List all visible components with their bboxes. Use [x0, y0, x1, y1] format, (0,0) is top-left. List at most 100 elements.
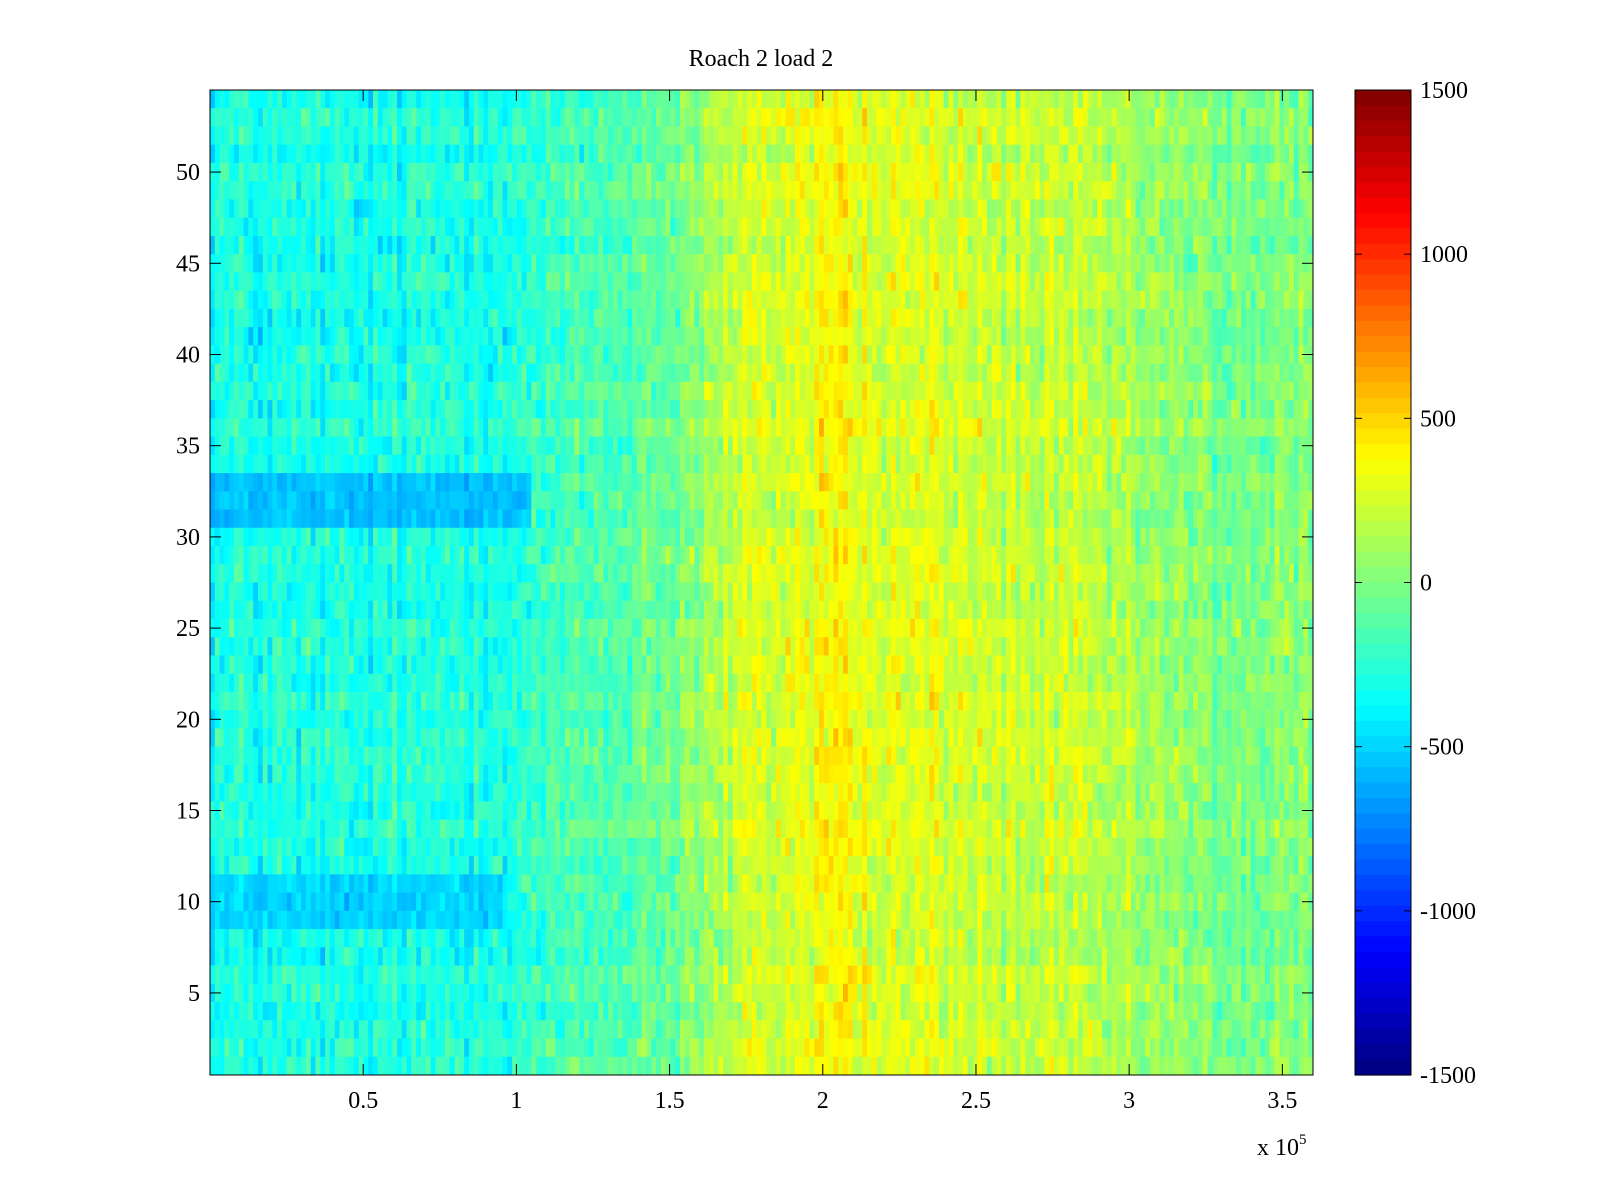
heatmap-cell	[910, 181, 916, 201]
heatmap-cell	[301, 235, 307, 255]
heatmap-cell	[694, 144, 700, 164]
heatmap-cell	[713, 144, 719, 164]
heatmap-cell	[747, 345, 753, 365]
heatmap-cell	[1197, 217, 1204, 237]
heatmap-cell	[277, 436, 283, 456]
heatmap-cell	[291, 90, 297, 109]
heatmap-cell	[421, 381, 427, 401]
heatmap-cell	[329, 418, 336, 438]
heatmap-cell	[679, 108, 686, 128]
heatmap-cell	[492, 400, 499, 419]
heatmap-cell	[373, 363, 379, 383]
heatmap-cell	[819, 454, 825, 474]
heatmap-cell	[919, 217, 926, 237]
heatmap-cell	[646, 436, 652, 456]
heatmap-cell	[411, 108, 417, 128]
heatmap-cell	[751, 254, 758, 274]
heatmap-cell	[1125, 272, 1132, 292]
heatmap-cell	[833, 436, 839, 456]
heatmap-cell	[329, 235, 336, 255]
heatmap-cell	[843, 290, 849, 310]
heatmap-cell	[833, 162, 839, 182]
heatmap-cell	[775, 290, 782, 310]
heatmap-cell	[512, 473, 518, 492]
heatmap-cell	[1202, 418, 1209, 438]
heatmap-cell	[272, 144, 278, 164]
heatmap-cell	[1034, 454, 1041, 474]
heatmap-cell	[1049, 436, 1055, 456]
heatmap-cell	[598, 327, 604, 346]
heatmap-cell	[1063, 108, 1070, 128]
heatmap-cell	[1164, 400, 1170, 419]
heatmap-cell	[679, 308, 686, 328]
heatmap-cell	[905, 345, 911, 365]
heatmap-cell	[1121, 108, 1127, 128]
heatmap-cell	[656, 400, 662, 419]
heatmap-cell	[358, 235, 365, 255]
heatmap-cell	[435, 473, 441, 492]
heatmap-cell	[977, 436, 983, 456]
heatmap-cell	[651, 162, 657, 182]
heatmap-cell	[862, 235, 868, 255]
heatmap-cell	[1293, 254, 1300, 274]
heatmap-cell	[785, 217, 791, 237]
heatmap-cell	[291, 290, 297, 310]
heatmap-cell	[636, 144, 643, 164]
heatmap-cell	[938, 254, 945, 274]
heatmap-cell	[1130, 254, 1137, 274]
heatmap-cell	[876, 235, 882, 255]
heatmap-cell	[444, 217, 451, 237]
heatmap-cell	[967, 235, 974, 255]
heatmap-cell	[646, 181, 652, 201]
heatmap-cell	[881, 199, 887, 219]
heatmap-cell	[210, 363, 216, 383]
heatmap-cell	[1178, 327, 1185, 346]
heatmap-cell	[747, 473, 753, 492]
heatmap-cell	[1226, 345, 1233, 365]
heatmap-cell	[1159, 217, 1165, 237]
heatmap-cell	[588, 217, 595, 237]
heatmap-cell	[622, 290, 628, 310]
heatmap-cell	[771, 199, 777, 219]
heatmap-cell	[1255, 400, 1261, 419]
heatmap-cell	[1217, 363, 1223, 383]
heatmap-cell	[440, 473, 446, 492]
heatmap-cell	[962, 235, 969, 255]
heatmap-cell	[804, 108, 811, 128]
heatmap-cell	[1058, 308, 1065, 328]
heatmap-cell	[684, 235, 691, 255]
heatmap-cell	[421, 363, 427, 383]
heatmap-cell	[1015, 108, 1022, 128]
heatmap-cell	[986, 418, 993, 438]
heatmap-cell	[574, 272, 580, 292]
heatmap-cell	[1082, 217, 1089, 237]
heatmap-cell	[1212, 290, 1218, 310]
heatmap-cell	[214, 418, 221, 438]
heatmap-cell	[1279, 290, 1285, 310]
heatmap-cell	[315, 144, 321, 164]
heatmap-cell	[1068, 235, 1074, 255]
heatmap-cell	[679, 381, 686, 401]
heatmap-cell	[632, 418, 638, 438]
heatmap-cell	[315, 235, 321, 255]
heatmap-cell	[344, 308, 350, 328]
heatmap-cell	[1169, 308, 1175, 328]
heatmap-cell	[1188, 272, 1194, 292]
heatmap-cell	[958, 454, 964, 474]
heatmap-cell	[895, 400, 902, 419]
heatmap-cell	[1092, 181, 1098, 201]
heatmap-cell	[243, 381, 249, 401]
heatmap-cell	[545, 217, 552, 237]
heatmap-cell	[838, 90, 844, 109]
heatmap-cell	[1034, 217, 1041, 237]
heatmap-cell	[464, 126, 470, 146]
heatmap-cell	[229, 181, 235, 201]
heatmap-cell	[1034, 381, 1041, 401]
heatmap-cell	[986, 126, 993, 146]
heatmap-cell	[392, 308, 398, 328]
heatmap-cell	[531, 436, 537, 456]
heatmap-cell	[632, 454, 638, 474]
heatmap-cell	[1231, 162, 1237, 182]
heatmap-cell	[1231, 144, 1237, 164]
heatmap-cell	[301, 199, 307, 219]
